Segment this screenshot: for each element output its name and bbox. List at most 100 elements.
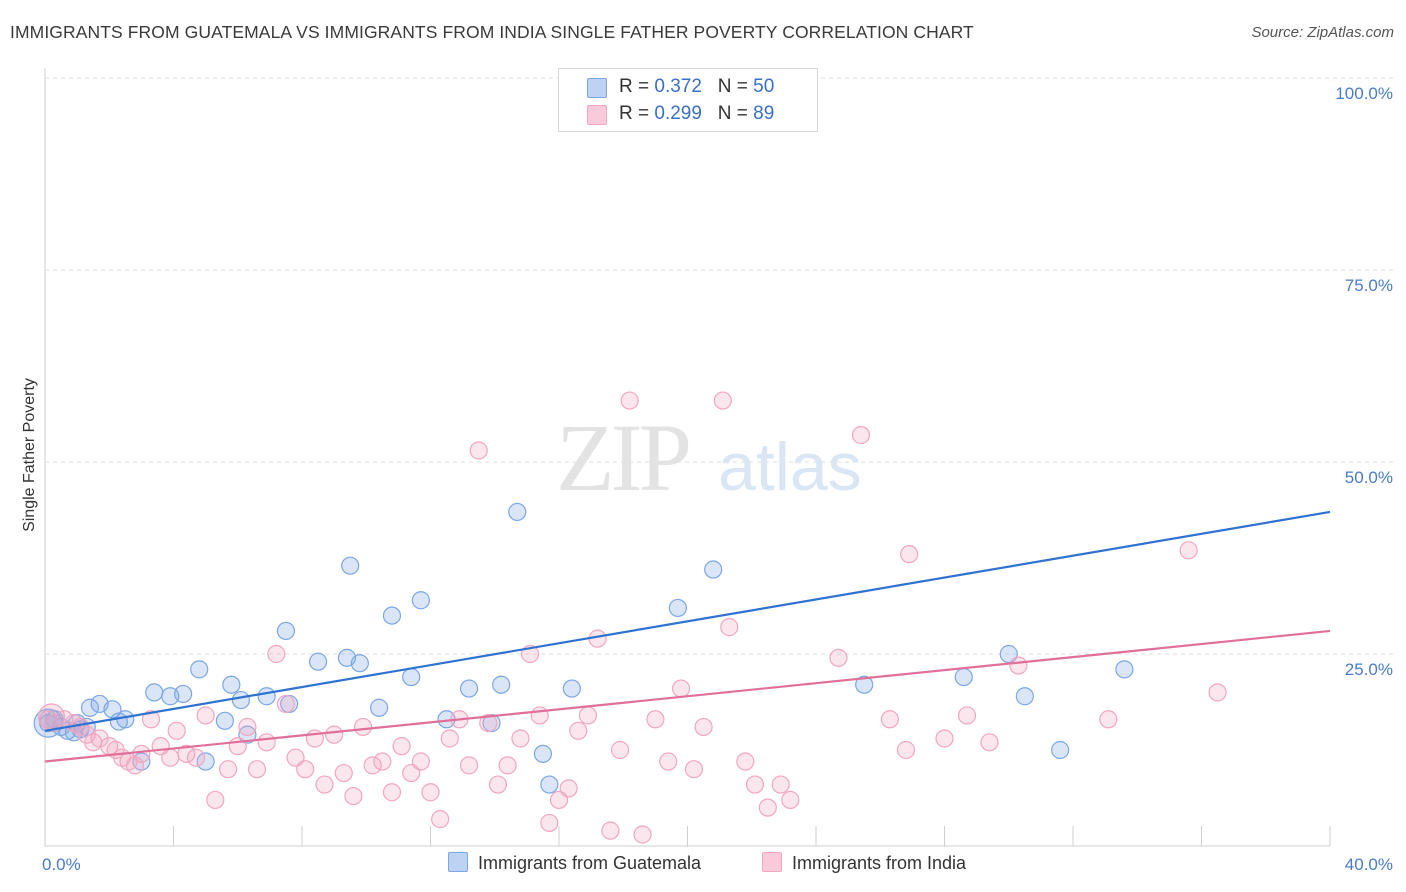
point-india <box>219 760 238 779</box>
point-guatemala <box>174 684 193 704</box>
point-india <box>247 760 267 779</box>
point-guatemala <box>1051 740 1070 760</box>
point-india <box>530 706 549 725</box>
point-guatemala <box>459 679 479 698</box>
point-india <box>736 752 755 771</box>
watermark: ZIP atlas <box>556 404 862 511</box>
point-guatemala <box>231 690 251 710</box>
point-india <box>167 721 186 740</box>
chart-title: IMMIGRANTS FROM GUATEMALA VS IMMIGRANTS … <box>10 22 974 42</box>
point-india <box>479 714 498 733</box>
point-india <box>334 763 353 783</box>
point-india <box>161 748 180 767</box>
point-india <box>601 821 620 840</box>
legend-r-label: R = <box>619 103 655 124</box>
point-india <box>206 790 225 810</box>
point-india <box>267 644 286 664</box>
point-india <box>382 783 402 802</box>
point-guatemala <box>276 621 296 641</box>
point-guatemala <box>382 606 402 625</box>
point-guatemala <box>341 556 360 575</box>
point-guatemala <box>257 687 276 706</box>
source-label: Source: ZipAtlas.com <box>1251 24 1394 41</box>
point-india <box>132 744 151 763</box>
point-india <box>610 740 630 760</box>
point-guatemala <box>222 675 241 694</box>
point-india <box>684 760 704 779</box>
y-tick-label: 25.0% <box>1345 660 1393 679</box>
point-india <box>694 717 713 737</box>
watermark-atlas: atlas <box>718 429 862 505</box>
point-india <box>276 694 296 714</box>
point-india <box>713 391 732 410</box>
point-guatemala <box>402 667 421 687</box>
point-india <box>720 618 739 637</box>
bottom-legend-swatch-india <box>762 852 782 872</box>
point-india <box>1009 656 1028 675</box>
point-india <box>363 756 382 775</box>
axes-layer <box>44 68 1331 847</box>
watermark-zip: ZIP <box>556 404 689 511</box>
point-guatemala <box>116 710 135 729</box>
point-india <box>141 710 161 729</box>
point-guatemala <box>508 502 527 522</box>
point-india <box>228 737 247 756</box>
legend-r-value: 0.299 <box>654 103 702 124</box>
trendline-india <box>44 629 1331 763</box>
point-guatemala <box>350 654 369 673</box>
point-guatemala <box>668 598 687 618</box>
point-guatemala <box>1115 660 1134 679</box>
point-guatemala <box>145 683 164 702</box>
x-tick-label-max: 40.0% <box>1345 855 1393 874</box>
point-india <box>957 706 977 725</box>
stats-legend: R = 0.372 N = 50 R = 0.299 N = 89 <box>558 68 818 132</box>
legend-n-label: N = <box>717 76 754 97</box>
point-india <box>238 717 257 737</box>
point-india <box>1099 710 1118 729</box>
legend-n-label: N = <box>717 103 754 124</box>
bottom-legend-guatemala: Immigrants from Guatemala <box>448 852 701 874</box>
point-india <box>578 706 598 725</box>
point-india-cluster <box>37 703 66 731</box>
legend-r-label: R = <box>619 76 655 97</box>
point-india <box>1179 541 1198 560</box>
y-tick-label: 100.0% <box>1335 84 1393 103</box>
point-india <box>498 756 517 775</box>
point-india <box>488 775 508 794</box>
point-guatemala <box>308 652 328 671</box>
point-guatemala <box>196 752 215 771</box>
point-guatemala <box>492 675 511 694</box>
bottom-legend-label-india: Immigrants from India <box>792 853 967 873</box>
point-india <box>745 775 765 794</box>
legend-r-value: 0.372 <box>654 76 702 97</box>
point-india <box>781 790 800 810</box>
legend-swatch-india <box>587 105 607 125</box>
bottom-legend-india: Immigrants from India <box>762 852 966 874</box>
point-india <box>646 710 665 729</box>
point-india <box>559 779 578 798</box>
y-tick-label: 75.0% <box>1345 276 1393 295</box>
point-india <box>671 679 691 698</box>
point-india <box>459 756 479 775</box>
point-guatemala <box>533 744 553 763</box>
point-india <box>469 441 488 460</box>
point-india <box>758 798 777 817</box>
legend-n-value: 50 <box>753 76 775 97</box>
bottom-legend-swatch-guatemala <box>448 852 468 872</box>
point-guatemala <box>954 667 973 687</box>
point-india <box>980 733 999 752</box>
point-india <box>392 737 411 756</box>
point-guatemala <box>370 698 389 717</box>
point-india <box>1208 683 1227 702</box>
x-tick-label-min: 0.0% <box>42 855 81 874</box>
point-india <box>900 545 919 564</box>
labels-layer: 25.0% 50.0% 75.0% 100.0% 0.0% 40.0% <box>42 84 1393 874</box>
point-guatemala <box>215 711 234 730</box>
point-india <box>569 721 588 740</box>
point-guatemala <box>1015 687 1034 706</box>
y-axis-label: Single Father Poverty <box>21 378 38 532</box>
point-guatemala <box>562 679 581 698</box>
point-india <box>880 710 899 729</box>
point-guatemala <box>855 675 874 694</box>
